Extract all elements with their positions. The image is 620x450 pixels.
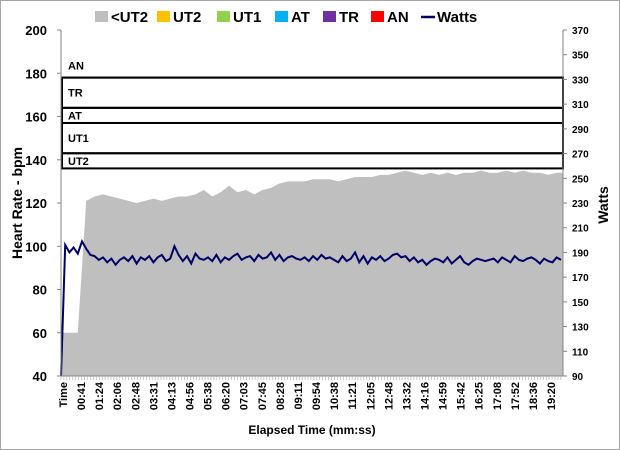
x-tick-label: 10:38 (329, 382, 341, 410)
y2-tick-label: 330 (572, 75, 589, 86)
y-tick-label: 200 (25, 23, 47, 38)
x-tick-label: 14:59 (438, 382, 450, 410)
y2-tick-label: 190 (572, 248, 589, 259)
legend-swatch-3 (275, 11, 288, 22)
x-tick-label: 18:36 (528, 382, 540, 410)
x-tick-label: 17:08 (492, 382, 504, 410)
y2-tick-label: 350 (572, 51, 589, 62)
y-tick-label: 40 (33, 369, 47, 384)
y2-axis-title: Watts (595, 186, 611, 224)
y-tick-label: 80 (33, 283, 47, 298)
legend-swatch-1 (157, 11, 170, 22)
axes: 40 60 80 100 120 140 160 180 200 90 110 130 150 170 19… (25, 23, 589, 410)
legend-label: UT1 (233, 9, 261, 26)
x-tick-label: 16:25 (474, 382, 486, 410)
zone-box-ut2 (61, 152, 564, 170)
x-tick-label: 07:45 (257, 382, 269, 410)
zone-box-at (61, 106, 564, 124)
y2-tick-label: 130 (572, 323, 589, 334)
zone-box-ut1 (61, 121, 564, 155)
zone-label: TR (68, 88, 83, 100)
zone-box-tr (61, 76, 564, 109)
y-tick-label: 60 (33, 326, 47, 341)
y-tick-label: 100 (25, 239, 47, 254)
y2-tick-label: 170 (572, 273, 589, 284)
x-tick-label: 07:03 (239, 382, 251, 410)
x-tick-label: 02:06 (112, 382, 124, 410)
legend-label: <UT2 (111, 9, 148, 26)
x-tick-label: 15:42 (456, 382, 468, 410)
x-tick-label: 13:32 (401, 382, 413, 410)
y2-tick-label: 250 (572, 174, 589, 185)
x-tick-label: 04:13 (166, 382, 178, 410)
x-tick-label: 02:48 (130, 382, 142, 410)
y2-tick-label: 290 (572, 125, 589, 136)
y2-tick-label: 370 (572, 26, 589, 37)
y2-tick-label: 150 (572, 298, 589, 309)
y2-tick-label: 110 (572, 347, 589, 358)
y-tick-label: 180 (25, 66, 47, 81)
x-tick-label: 09:11 (293, 382, 305, 410)
y2-tick-label: 210 (572, 224, 589, 235)
x-tick-label: 06:20 (221, 382, 233, 410)
legend-label: AN (387, 9, 409, 26)
x-tick-label: 01:24 (94, 381, 106, 410)
legend-swatch-0 (95, 11, 108, 22)
zone-label: UT2 (68, 156, 89, 168)
x-tick-label: 11:21 (347, 382, 359, 410)
zone-label: AN (68, 61, 84, 73)
watts-line (60, 238, 562, 377)
legend-label: UT2 (173, 9, 201, 26)
x-tick-label: 09:54 (311, 381, 323, 410)
zone-label: AT (68, 110, 82, 122)
y2-tick-label: 230 (572, 199, 589, 210)
legend-label: AT (291, 9, 310, 26)
x-tick-label: 12:05 (365, 382, 377, 410)
y2-tick-label: 90 (572, 372, 584, 383)
x-tick-label: 08:28 (275, 382, 287, 410)
legend: <UT2 UT2 UT1 AT TR AN Watts (95, 9, 477, 26)
y-tick-label: 140 (25, 153, 47, 168)
y-axis-title: Heart Rate - bpm (9, 147, 25, 259)
y-tick-label: 120 (25, 196, 47, 211)
legend-swatch-4 (323, 11, 336, 22)
x-tick-label: 14:16 (419, 382, 431, 410)
heart-rate-area (61, 170, 563, 376)
y2-tick-label: 270 (572, 150, 589, 161)
x-tick-label: 03:31 (148, 382, 160, 410)
zone-label: UT1 (68, 133, 89, 145)
x-tick-label: 05:38 (203, 382, 215, 410)
plot-area: UT2 UT1 AT TR AN (60, 61, 564, 377)
y2-tick-label: 310 (572, 100, 589, 111)
legend-label: Watts (437, 9, 477, 26)
x-axis-title: Elapsed Time (mm:ss) (248, 423, 375, 437)
x-tick-label: 12:48 (383, 382, 395, 410)
x-tick-label: Time (58, 382, 70, 407)
x-tick-label: 19:20 (546, 382, 558, 410)
x-tick-label: 00:41 (76, 382, 88, 410)
legend-label: TR (339, 9, 359, 26)
x-tick-label: 04:56 (185, 382, 197, 410)
x-tick-label: 17:52 (510, 382, 522, 410)
legend-swatch-5 (371, 11, 384, 22)
legend-swatch-2 (217, 11, 230, 22)
y-tick-label: 160 (25, 110, 47, 125)
